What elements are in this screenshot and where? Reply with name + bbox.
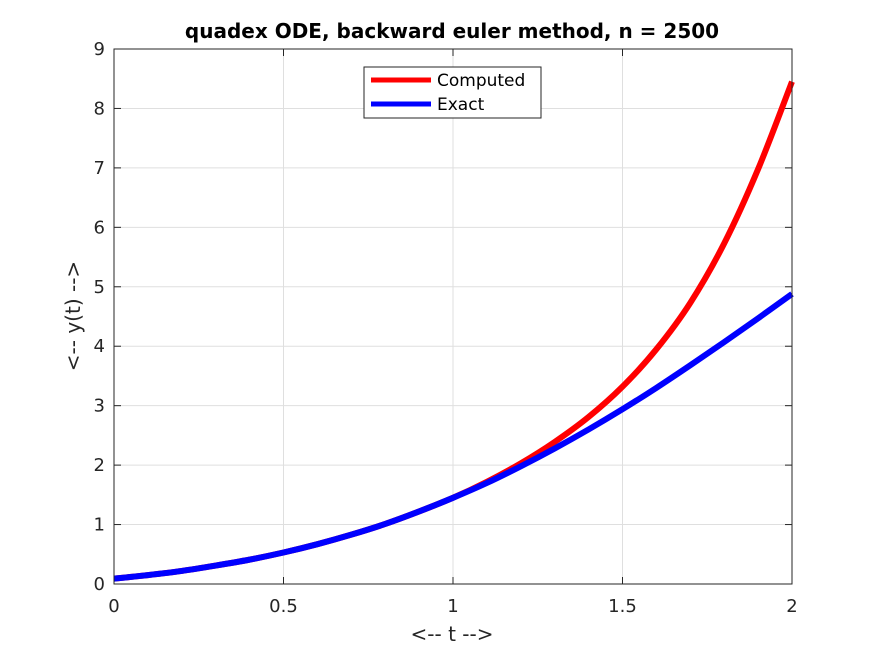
y-tick-label: 4 [94, 336, 105, 357]
series-line-exact [113, 291, 794, 582]
y-tick-label: 6 [94, 217, 105, 238]
y-tick-label: 3 [94, 396, 105, 417]
y-tick-label: 9 [94, 39, 105, 60]
x-tick-label: 2 [786, 596, 797, 617]
y-tick-label: 0 [94, 574, 105, 595]
series-layer [113, 80, 795, 582]
legend-box [363, 66, 542, 119]
ticks: 0 0.5 1 1.5 2 0 1 2 3 4 5 6 7 8 9 [94, 39, 798, 617]
x-tick-label: 0 [108, 596, 119, 617]
y-tick-label: 2 [94, 455, 105, 476]
legend-label-computed: Computed [437, 71, 525, 91]
x-tick-label: 0.5 [269, 596, 298, 617]
y-axis-label: <-- y(t) --> [61, 261, 85, 371]
y-tick-label: 1 [94, 515, 105, 536]
grid [113, 48, 793, 585]
chart-title: quadex ODE, backward euler method, n = 2… [185, 19, 719, 43]
y-tick-label: 5 [94, 277, 105, 298]
x-axis-label: <-- t --> [411, 622, 494, 646]
y-tick-label: 7 [94, 158, 105, 179]
legend: Computed Exact [363, 66, 542, 119]
x-tick-label: 1.5 [608, 596, 637, 617]
y-tick-label: 8 [94, 98, 105, 119]
legend-label-exact: Exact [437, 95, 485, 115]
x-tick-label: 1 [447, 596, 458, 617]
